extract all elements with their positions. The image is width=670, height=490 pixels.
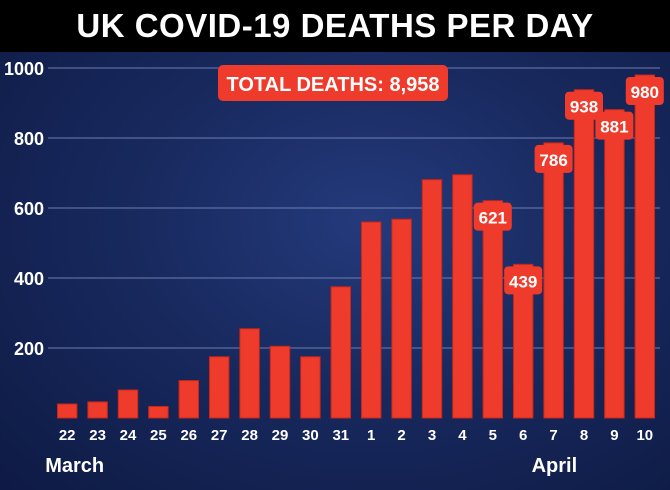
- bar: [208, 356, 230, 419]
- data-label-box: [595, 111, 634, 140]
- bars: [56, 74, 656, 419]
- x-tick-label: 22: [59, 427, 76, 444]
- x-tick-label: 26: [180, 427, 197, 444]
- bar: [573, 89, 595, 419]
- data-label: 439: [509, 272, 537, 291]
- bar: [148, 405, 169, 419]
- bar: [87, 401, 108, 419]
- bar: [421, 179, 443, 419]
- month-label: March: [45, 455, 104, 477]
- x-tick-label: 25: [150, 427, 167, 444]
- x-tick-label: 31: [332, 427, 349, 444]
- x-tick-label: 2: [397, 427, 405, 444]
- total-deaths-text: TOTAL DEATHS: 8,958: [226, 74, 439, 96]
- x-tick-label: 1: [367, 427, 375, 444]
- bar: [482, 200, 504, 419]
- data-label-box: [625, 77, 664, 105]
- bar: [117, 389, 139, 419]
- y-tick-label: 400: [14, 269, 44, 289]
- data-label: 621: [479, 209, 507, 228]
- data-label: 980: [631, 83, 659, 102]
- data-label-box: [565, 91, 603, 120]
- y-tick-label: 1000: [4, 59, 44, 79]
- x-tick-label: 8: [580, 427, 588, 444]
- x-tick-label: 9: [610, 427, 618, 444]
- y-tick-label: 600: [14, 199, 44, 219]
- bar: [330, 286, 352, 419]
- x-tick-label: 4: [458, 427, 467, 444]
- bar: [452, 174, 473, 419]
- bar: [360, 221, 382, 419]
- y-tick-label: 200: [14, 339, 44, 359]
- x-tick-label: 28: [241, 427, 258, 444]
- bar: [239, 328, 260, 419]
- x-tick-label: 7: [549, 427, 557, 444]
- month-label: April: [532, 455, 578, 477]
- x-tick-label: 3: [428, 427, 436, 444]
- x-tick-label: 30: [302, 427, 319, 444]
- bar: [56, 403, 78, 419]
- bar: [300, 356, 321, 419]
- data-label: 786: [539, 151, 567, 170]
- x-tick-label: 24: [120, 427, 137, 444]
- data-label-box: [534, 144, 573, 173]
- y-axis: 200 400 600 800 1000: [4, 59, 44, 359]
- x-tick-label: 5: [489, 427, 497, 444]
- bar: [634, 74, 656, 419]
- total-deaths-box: [218, 65, 448, 101]
- x-tick-label: 29: [272, 427, 289, 444]
- chart-title: UK COVID-19 DEATHS PER DAY: [76, 7, 594, 44]
- x-tick-label: 6: [519, 427, 527, 444]
- data-label: 881: [600, 118, 628, 137]
- data-label: 938: [570, 98, 598, 117]
- x-tick-label: 23: [89, 427, 106, 444]
- data-label-box: [473, 202, 512, 231]
- bar: [178, 380, 200, 419]
- y-tick-label: 800: [14, 129, 44, 149]
- bar: [543, 142, 564, 419]
- title-bar: UK COVID-19 DEATHS PER DAY: [0, 0, 670, 52]
- x-tick-label: 27: [211, 427, 228, 444]
- bar: [512, 263, 534, 419]
- bar: [604, 109, 625, 419]
- total-deaths-badge: TOTAL DEATHS: 8,958: [218, 65, 448, 101]
- x-tick-label: 10: [636, 427, 653, 444]
- bar: [269, 345, 291, 419]
- bar: [391, 218, 412, 419]
- data-label-box: [504, 266, 543, 295]
